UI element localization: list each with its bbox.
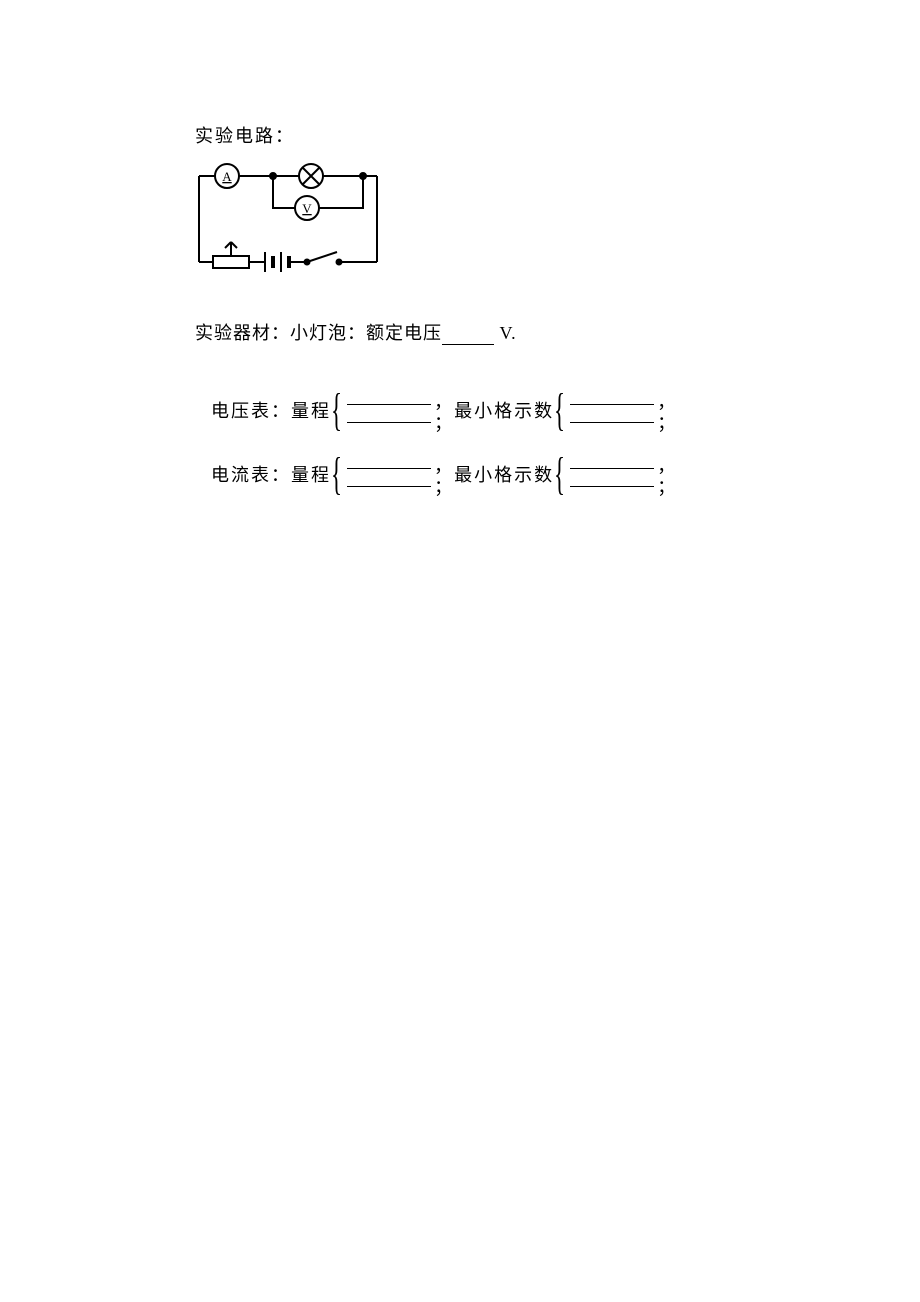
voltmeter-mindiv-brace: { ， ； bbox=[554, 387, 677, 433]
comma: ， bbox=[657, 457, 677, 471]
ammeter-range-brace: { ， ； bbox=[331, 451, 454, 497]
voltmeter-range-label: 量程 bbox=[291, 397, 331, 423]
ammeter-range-label: 量程 bbox=[291, 461, 331, 487]
left-brace-icon: { bbox=[331, 387, 343, 433]
semicolon: ； bbox=[434, 414, 454, 428]
semicolon: ； bbox=[657, 414, 677, 428]
ammeter-glyph: A bbox=[222, 169, 232, 184]
left-brace-icon: { bbox=[331, 451, 343, 497]
materials-unit: V. bbox=[500, 323, 517, 343]
voltmeter-range-brace: { ， ； bbox=[331, 387, 454, 433]
voltmeter-range-blank-1[interactable] bbox=[347, 397, 431, 405]
voltmeter-glyph: V bbox=[302, 201, 312, 216]
voltmeter-row: 电压表：量程 { ， ； 最小格示数 { ， ； bbox=[211, 387, 920, 433]
comma: ， bbox=[434, 457, 454, 471]
comma: ， bbox=[434, 393, 454, 407]
colon: ： bbox=[271, 397, 291, 423]
voltmeter-range-blank-2[interactable] bbox=[347, 415, 431, 423]
left-brace-icon: { bbox=[554, 451, 566, 497]
ammeter-range-blank-2[interactable] bbox=[347, 479, 431, 487]
materials-prefix: 实验器材：小灯泡：额定电压 bbox=[195, 323, 442, 343]
ammeter-range-blank-1[interactable] bbox=[347, 461, 431, 469]
materials-line: 实验器材：小灯泡：额定电压 V. bbox=[195, 319, 920, 345]
voltmeter-mindiv-blank-1[interactable] bbox=[570, 397, 654, 405]
circuit-svg: A V bbox=[187, 162, 407, 286]
voltmeter-mindiv-blank-2[interactable] bbox=[570, 415, 654, 423]
ammeter-mindiv-brace: { ， ； bbox=[554, 451, 677, 497]
colon: ： bbox=[271, 461, 291, 487]
circuit-heading: 实验电路： bbox=[195, 122, 920, 148]
meter-section: 电压表：量程 { ， ； 最小格示数 { ， ； 电流表： bbox=[211, 387, 920, 497]
voltmeter-mindiv-label: 最小格示数 bbox=[454, 397, 554, 423]
ammeter-mindiv-blank-1[interactable] bbox=[570, 461, 654, 469]
semicolon: ； bbox=[434, 478, 454, 492]
voltmeter-name: 电压表 bbox=[211, 397, 271, 423]
ammeter-name: 电流表 bbox=[211, 461, 271, 487]
rated-voltage-blank[interactable] bbox=[442, 327, 494, 345]
circuit-diagram: A V bbox=[187, 162, 920, 291]
ammeter-mindiv-blank-2[interactable] bbox=[570, 479, 654, 487]
semicolon: ； bbox=[657, 478, 677, 492]
comma: ， bbox=[657, 393, 677, 407]
left-brace-icon: { bbox=[554, 387, 566, 433]
ammeter-mindiv-label: 最小格示数 bbox=[454, 461, 554, 487]
ammeter-row: 电流表：量程 { ， ； 最小格示数 { ， ； bbox=[211, 451, 920, 497]
